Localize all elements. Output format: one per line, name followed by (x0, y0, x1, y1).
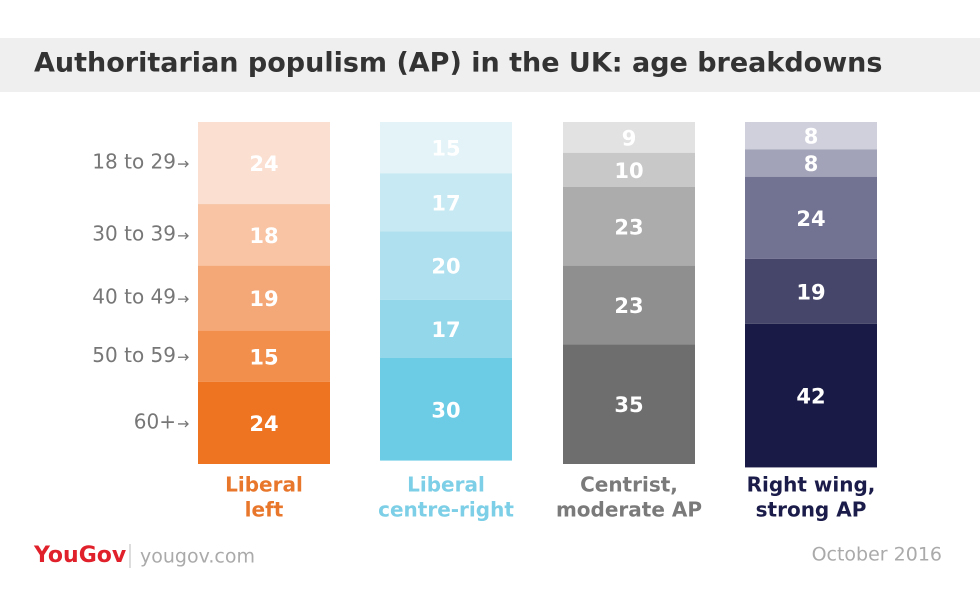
value-label: 24 (796, 207, 825, 231)
age-arrow (178, 232, 189, 240)
value-label: 19 (249, 287, 278, 311)
value-label: 23 (614, 215, 643, 239)
value-label: 23 (614, 294, 643, 318)
age-label: 50 to 59 (92, 343, 176, 367)
category-label: Liberal (407, 473, 485, 497)
bar-segment (563, 186, 695, 266)
value-label: 42 (796, 385, 825, 409)
value-label: 17 (431, 318, 460, 342)
bar-segment (563, 265, 695, 345)
bar-segment (380, 357, 512, 461)
value-label: 20 (431, 255, 460, 279)
age-arrow (178, 295, 189, 303)
date: October 2016 (812, 544, 942, 566)
category-label: Centrist, (580, 473, 678, 497)
bar-segment (380, 122, 512, 174)
category-label: strong AP (756, 498, 867, 522)
bar-segment (563, 152, 695, 187)
bar-segment (198, 122, 330, 205)
value-label: 15 (431, 137, 460, 161)
category-label: left (245, 498, 284, 522)
value-label: 15 (249, 345, 278, 369)
chart-title: Authoritarian populism (AP) in the UK: a… (34, 48, 882, 79)
category-label: Liberal (225, 473, 303, 497)
value-label: 24 (249, 152, 278, 176)
age-arrow (178, 353, 189, 361)
bar-segment (745, 176, 877, 259)
bar-segment (198, 265, 330, 331)
age-arrow (178, 420, 189, 428)
bar-segment (745, 149, 877, 177)
age-arrow (178, 160, 189, 168)
age-label: 18 to 29 (92, 150, 176, 174)
value-label: 17 (431, 191, 460, 215)
value-label: 24 (249, 412, 278, 436)
category-label: centre-right (378, 498, 514, 522)
source: yougov.com (140, 546, 255, 568)
value-label: 8 (804, 125, 819, 149)
bar-segment (745, 122, 877, 150)
value-label: 19 (796, 280, 825, 304)
value-label: 9 (622, 126, 637, 150)
value-label: 30 (431, 398, 460, 422)
age-label: 60+ (134, 409, 176, 433)
category-label: moderate AP (556, 498, 702, 522)
bar-segment (198, 204, 330, 266)
bar-segment (745, 258, 877, 324)
age-label: 30 to 39 (92, 221, 176, 245)
bar-segment (745, 323, 877, 468)
value-label: 18 (249, 224, 278, 248)
bar-segment (380, 299, 512, 358)
value-label: 10 (614, 159, 643, 183)
title-band (0, 38, 980, 92)
bar-segment (563, 344, 695, 464)
bar-segment (198, 381, 330, 464)
value-label: 8 (804, 152, 819, 176)
bar-segment (380, 231, 512, 300)
bar-segment (380, 173, 512, 232)
age-label: 40 to 49 (92, 285, 176, 309)
category-label: Right wing, (747, 473, 876, 497)
value-label: 35 (614, 393, 643, 417)
bar-segment (563, 122, 695, 153)
bar-segment (198, 330, 330, 382)
logo: YouGov (33, 543, 127, 568)
